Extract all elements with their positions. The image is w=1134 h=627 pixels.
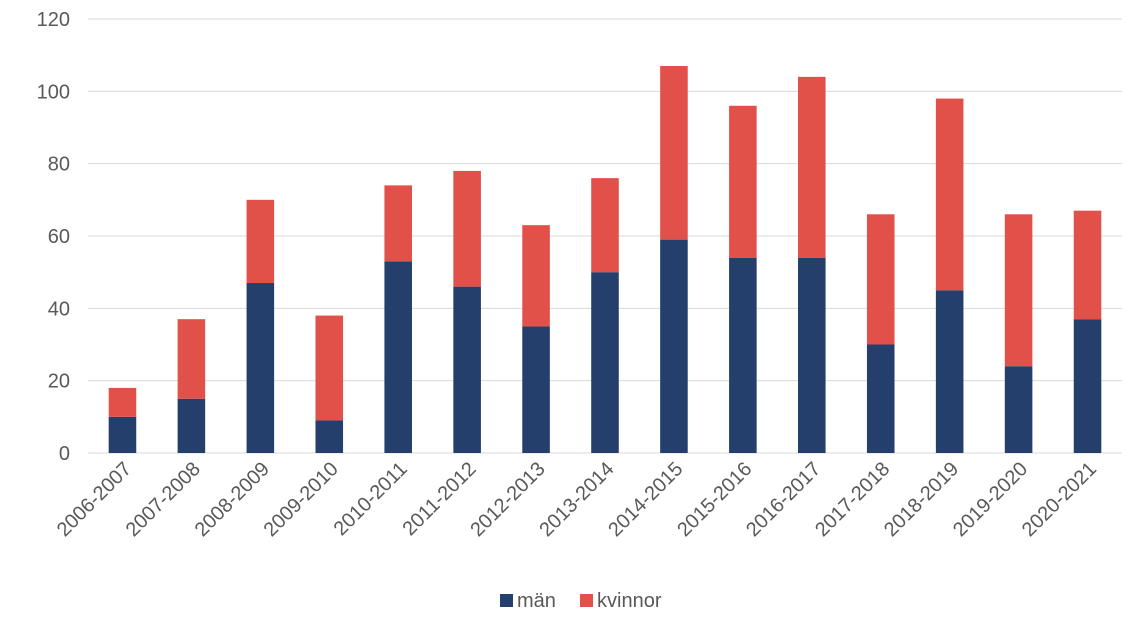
y-axis-tick-labels: 0 20 40 60 80 100 120 — [37, 9, 70, 465]
bar-kvinnor-2012-2013 — [522, 225, 550, 327]
bar-kvinnor-2015-2016 — [729, 105, 757, 258]
bar-kvinnor-2009-2010 — [315, 315, 344, 421]
bar-man-2009-2010 — [315, 420, 344, 453]
bar-kvinnor-2016-2017 — [798, 76, 826, 258]
x-axis-tick-labels: 2006-20072007-20082008-20092009-20102010… — [53, 458, 1101, 541]
bar-man-2008-2009 — [246, 283, 275, 453]
y-tick-label: 40 — [48, 298, 70, 320]
bar-kvinnor-2014-2015 — [660, 66, 688, 240]
legend-label-man: män — [517, 590, 556, 612]
bar-kvinnor-2013-2014 — [591, 178, 619, 273]
bar-man-2006-2007 — [108, 416, 137, 453]
bar-man-2007-2008 — [177, 398, 206, 453]
bar-kvinnor-2020-2021 — [1073, 210, 1102, 320]
bar-kvinnor-2017-2018 — [866, 214, 895, 345]
bar-kvinnor-2010-2011 — [384, 185, 412, 262]
x-tick-label: 2009-2010 — [260, 458, 343, 541]
y-tick-label: 20 — [48, 371, 70, 393]
legend-label-kvinnor: kvinnor — [597, 590, 662, 612]
bar-man-2012-2013 — [522, 326, 550, 453]
y-tick-label: 0 — [59, 443, 70, 465]
bar-man-2013-2014 — [591, 272, 619, 453]
bar-man-2015-2016 — [729, 257, 757, 453]
bar-kvinnor-2007-2008 — [177, 319, 206, 399]
bar-kvinnor-2008-2009 — [246, 199, 275, 284]
bar-man-2020-2021 — [1073, 319, 1102, 453]
y-tick-label: 100 — [37, 81, 70, 103]
y-tick-label: 120 — [37, 9, 70, 31]
bars — [108, 66, 1102, 453]
bar-man-2010-2011 — [384, 261, 412, 453]
legend: män kvinnor — [500, 590, 662, 612]
x-tick-label: 2020-2021 — [1018, 458, 1101, 541]
bar-kvinnor-2006-2007 — [108, 387, 137, 417]
legend-swatch-kvinnor — [580, 594, 593, 607]
y-tick-label: 60 — [48, 226, 70, 248]
bar-man-2017-2018 — [866, 344, 895, 453]
bar-kvinnor-2018-2019 — [935, 98, 964, 291]
bar-man-2019-2020 — [1004, 366, 1033, 453]
bar-man-2011-2012 — [453, 286, 481, 453]
bar-kvinnor-2019-2020 — [1004, 214, 1033, 367]
bar-man-2018-2019 — [935, 290, 964, 453]
bar-man-2014-2015 — [660, 239, 688, 453]
x-tick-label: 2010-2011 — [330, 458, 412, 540]
legend-swatch-man — [500, 594, 513, 607]
y-tick-label: 80 — [48, 154, 70, 176]
bar-man-2016-2017 — [798, 257, 826, 453]
bar-kvinnor-2011-2012 — [453, 170, 481, 287]
